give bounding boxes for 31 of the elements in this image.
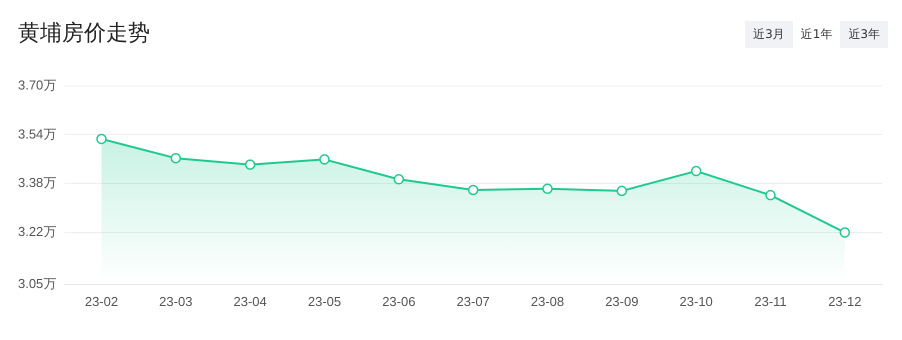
- point: [319, 154, 330, 165]
- x-tick-label: 23-11: [754, 294, 787, 309]
- point: [244, 159, 256, 170]
- range-button[interactable]: 近1年: [792, 21, 840, 48]
- x-tick-label: 23-05: [308, 294, 342, 309]
- y-tick-label: 3.38万: [18, 175, 56, 190]
- point: [468, 184, 478, 196]
- x-tick-label: 23-03: [159, 294, 192, 309]
- point: [394, 174, 404, 185]
- point: [542, 184, 553, 194]
- point: [690, 166, 702, 176]
- point: [765, 190, 776, 200]
- x-tick-label: 23-02: [84, 294, 118, 309]
- x-tick-label: 23-10: [680, 294, 713, 309]
- x-tick-label: 23-06: [382, 294, 416, 309]
- range-button[interactable]: 近3月: [745, 21, 793, 48]
- x-tick-label: 23-07: [456, 294, 490, 309]
- point: [616, 186, 628, 196]
- y-tick-label: 3.70万: [18, 77, 56, 92]
- point: [96, 134, 107, 144]
- x-tick-label: 23-08: [530, 294, 564, 309]
- chart-title: 黄埔房价走势: [18, 20, 150, 48]
- y-tick-label: 3.05万: [18, 276, 56, 291]
- y-tick-label: 3.22万: [18, 224, 56, 240]
- point: [170, 152, 182, 164]
- x-tick-label: 23-09: [605, 294, 638, 309]
- range-button[interactable]: 近3年: [840, 21, 888, 48]
- y-tick-label: 3.54万: [18, 126, 56, 142]
- x-tick-label: 23-04: [234, 294, 267, 309]
- x-tick-label: 23-12: [828, 294, 862, 309]
- point: [840, 227, 850, 238]
